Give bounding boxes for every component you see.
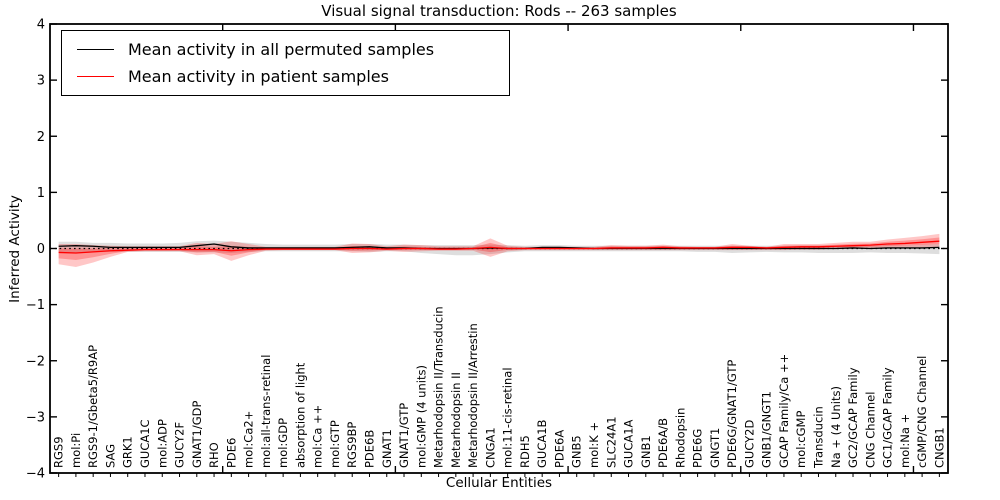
legend-item-permuted: Mean activity in all permuted samples [77,40,509,59]
chart-title: Visual signal transduction: Rods -- 263 … [321,2,677,20]
x-category-label: GC1/GCAP Family [881,367,895,468]
x-category-label: RGS9BP [345,422,359,468]
x-category-label: Transducin [811,406,825,469]
x-category-label: cGMP/CNG Channel [915,356,929,468]
x-category-label: mol:GMP (4 units) [414,365,428,468]
y-tick-label: −4 [26,467,45,482]
x-category-label: GUCA1A [622,419,636,468]
x-category-label: GNB1/GNGT1 [760,391,774,468]
x-category-label: absorption of light [293,362,307,468]
x-category-label: mol:GDP [276,418,290,468]
x-category-label: PDE6A/B [656,418,670,468]
y-tick-label: −1 [26,298,45,313]
legend-item-patient: Mean activity in patient samples [77,67,509,86]
x-category-label: RGS9-1/Gbeta5/R9AP [86,345,100,468]
y-tick-label: 1 [37,186,45,201]
x-category-label: mol:cGMP [794,411,808,468]
x-category-label: GUCY2D [742,420,756,468]
legend-box: Mean activity in all permuted samples Me… [61,30,510,96]
legend-line-red [77,76,114,78]
y-tick-label: 2 [37,130,45,145]
x-category-label: GNB1 [639,435,653,468]
x-category-label: RDH5 [518,435,532,468]
x-category-label: mol:all-trans-retinal [259,355,273,468]
x-category-label: Metarhodopsin II/Transducin [432,306,446,468]
y-tick-label: 3 [37,74,45,89]
y-tick-label: −3 [26,410,45,425]
patient-band-outer [58,233,940,268]
x-category-label: CNG Channel [863,392,877,468]
patient-mean-line [58,240,940,254]
x-category-label: mol:K + [587,422,601,468]
x-category-label: GNB5 [570,435,584,468]
x-category-label: GRK1 [121,436,135,468]
x-category-label: mol:Pi [69,433,83,468]
x-category-label: GNGT1 [708,428,722,468]
x-category-label: PDE6 [224,438,238,468]
x-category-label: PDE6G/GNAT1/GTP [725,360,739,468]
x-category-label: mol:Na + [898,414,912,468]
x-category-label: GUCA1B [535,419,549,468]
legend-label-permuted: Mean activity in all permuted samples [128,39,435,59]
x-category-label: PDE6G [691,429,705,468]
x-category-label: mol:ADP [155,419,169,468]
x-category-label: CNGB1 [932,427,946,468]
x-category-label: mol:11-cis-retinal [501,367,515,468]
x-category-label: mol:Ca ++ [311,405,325,468]
x-category-label: GNAT1 [380,429,394,468]
x-category-label: Metarhodopsin II [449,372,463,468]
x-category-label: SAG [103,444,117,468]
x-category-label: Na + (4 Units) [829,386,843,468]
x-category-label: GUCA1C [138,419,152,468]
x-category-label: RGS9 [52,436,66,468]
y-tick-label: 4 [37,18,45,33]
x-category-label: mol:GTP [328,420,342,468]
x-category-label: GCAP Family/Ca ++ [777,354,791,468]
x-category-label: GNAT1/GTP [397,403,411,468]
x-category-label: Rhodopsin [673,408,687,468]
x-axis-label: Cellular Entities [445,475,553,491]
y-tick-label: −2 [26,354,45,369]
x-category-label: GUCY2F [173,422,187,468]
x-category-label: SLC24A1 [604,416,618,468]
x-category-label: PDE6B [362,430,376,468]
x-category-label: CNGA1 [483,427,497,468]
y-tick-label: 0 [37,242,45,257]
x-category-label: RHO [207,442,221,468]
x-category-label: GC2/GCAP Family [846,367,860,468]
legend-label-patient: Mean activity in patient samples [128,67,389,87]
y-axis-label: Inferred Activity [7,195,23,303]
legend-line-black [77,48,114,50]
x-category-label: PDE6A [552,430,566,468]
x-category-label: GNAT1/GDP [190,401,204,468]
x-category-label: Metarhodopsin II/Arrestin [466,323,480,468]
x-category-label: mol:Ca2+ [242,411,256,468]
